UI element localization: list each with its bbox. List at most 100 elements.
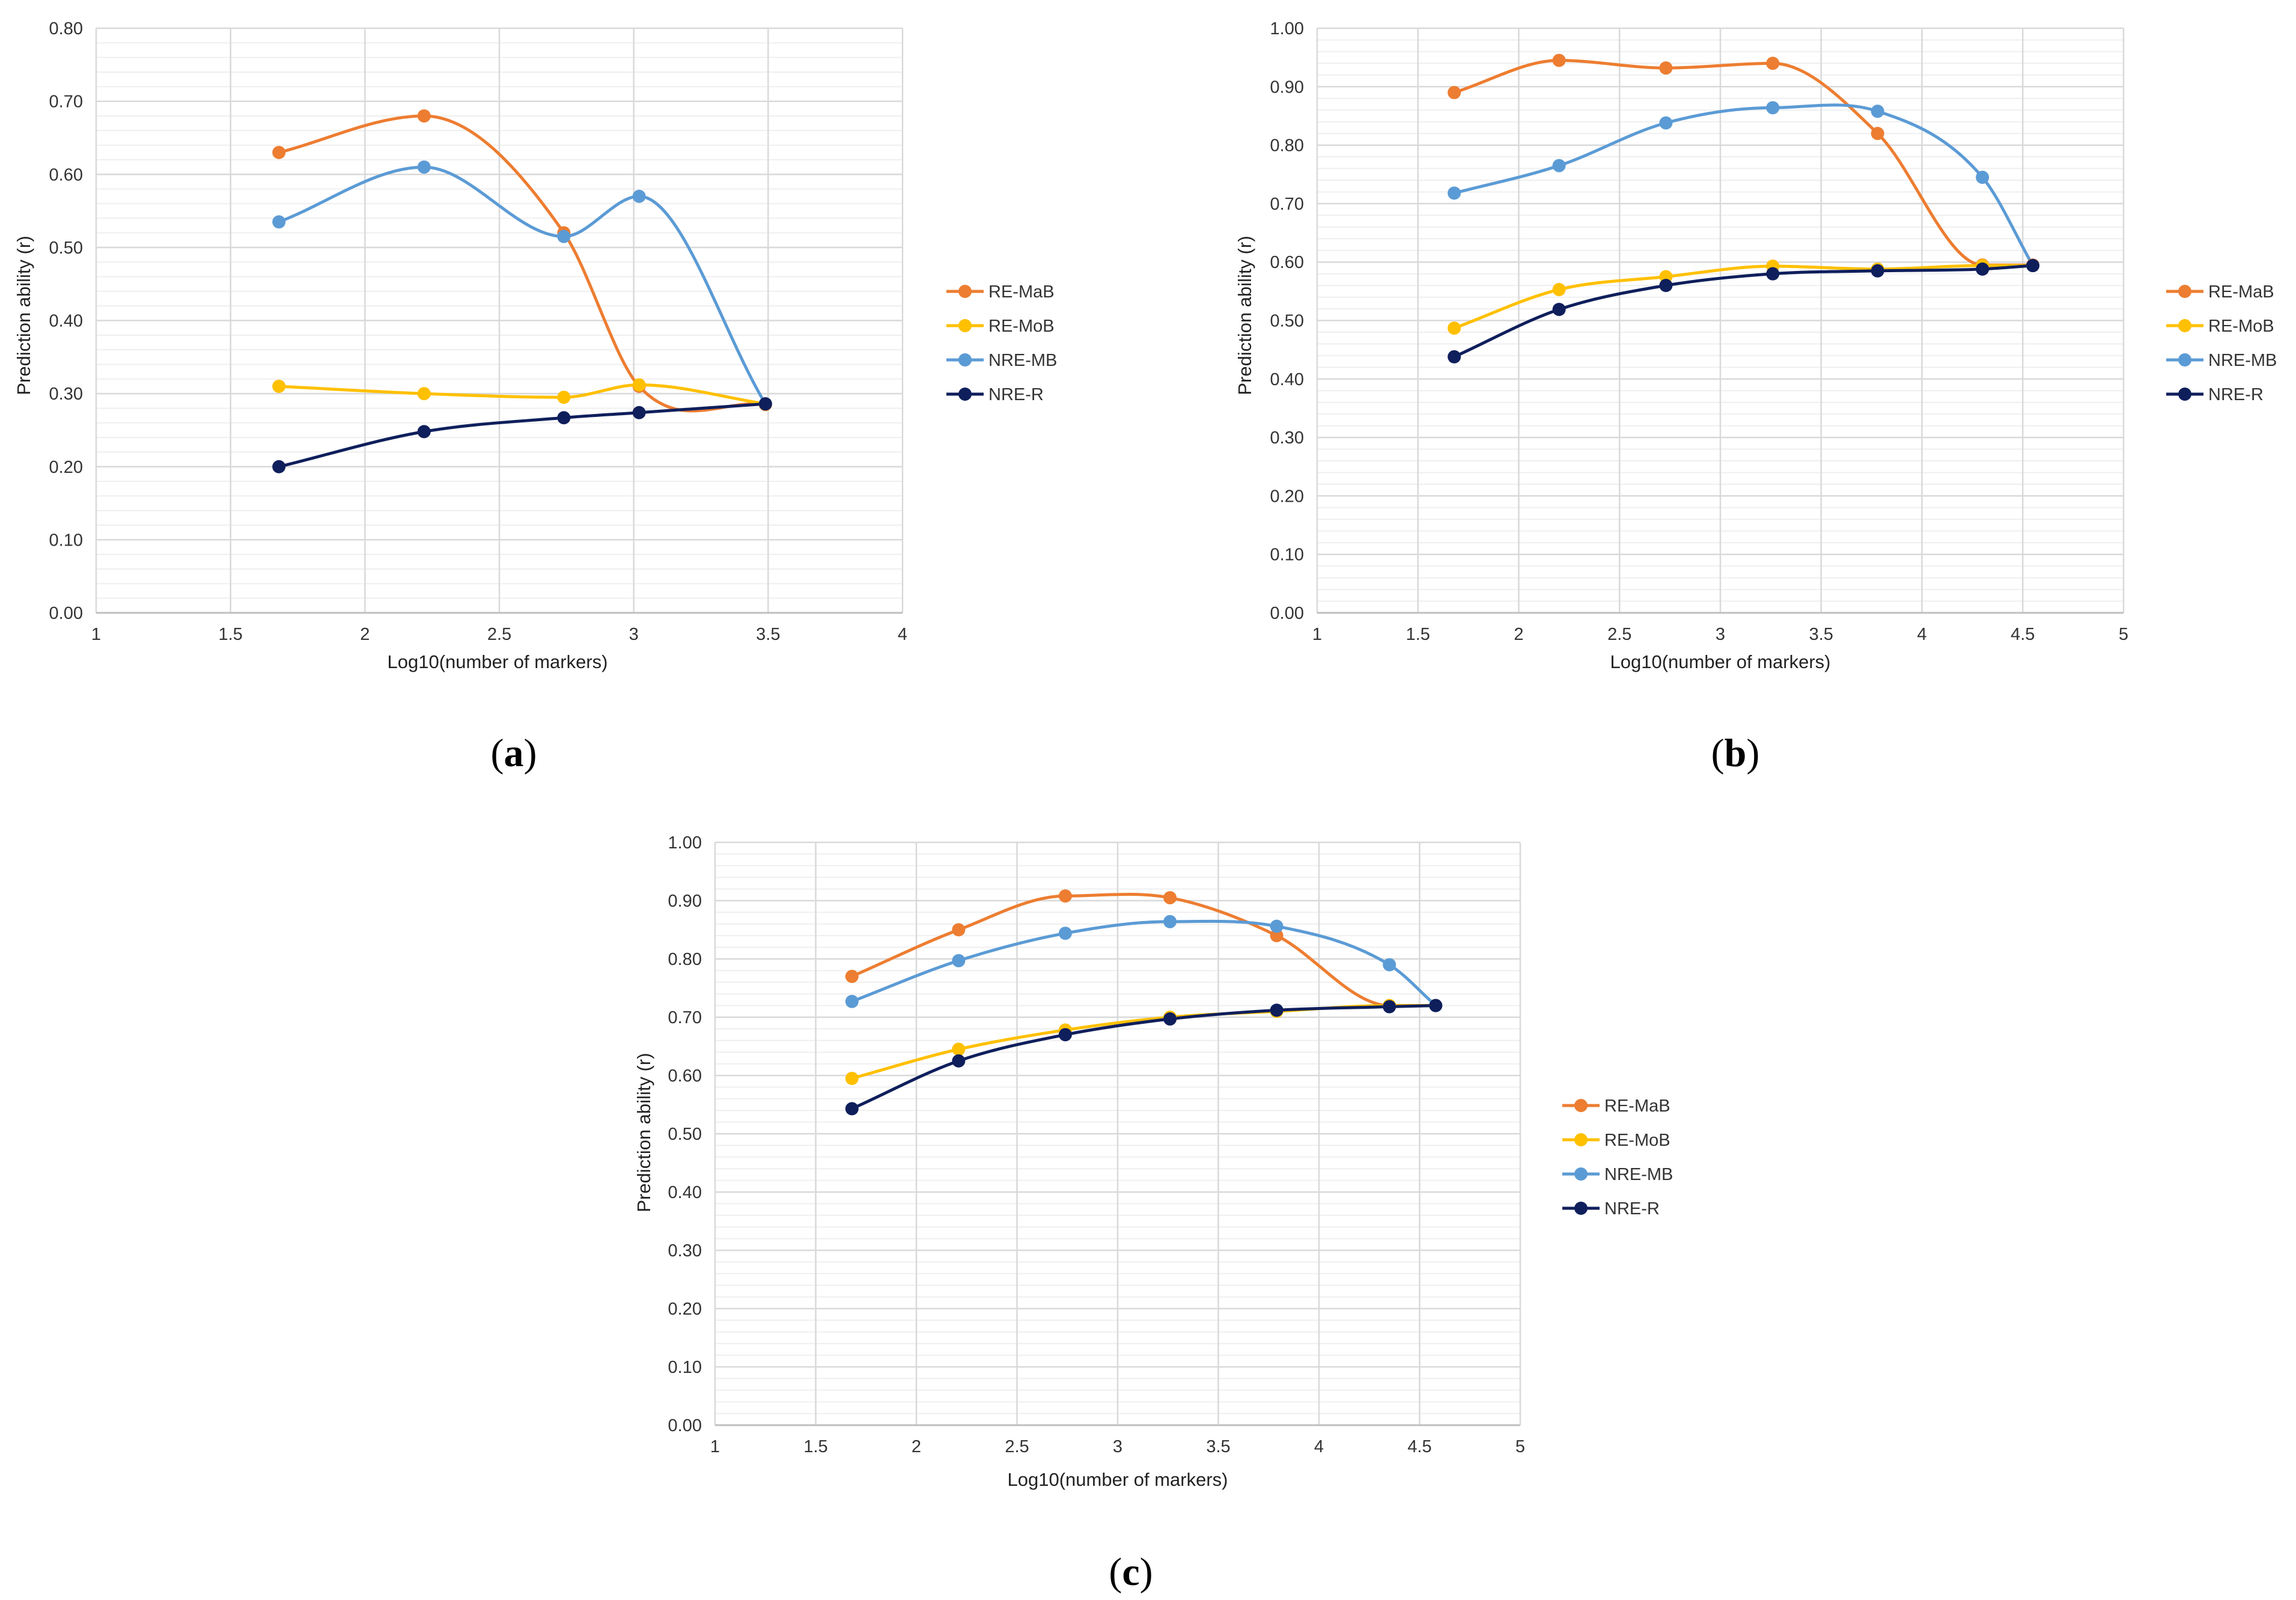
x-tick-label: 3 xyxy=(629,625,639,644)
series-line-nre-mb xyxy=(850,919,1437,1008)
data-point-nre-mb xyxy=(1383,958,1396,972)
y-ticks-c: 0.00 0.10 0.20 0.30 0.40 0.50 0.60 0.70 0.80 0.90… xyxy=(668,833,702,1435)
legend-item-nre-mb: NRE-MB xyxy=(1562,1165,1673,1184)
series-line-nre-mb xyxy=(277,165,767,406)
legend-item-re-mob: RE-MoB xyxy=(946,317,1055,336)
chart-panel-b: 1 1.5 2 2.5 3 3.5 4 4.5 5 0.000.100.200.300.400.… xyxy=(1234,19,2277,775)
data-point-nre-r xyxy=(1871,264,1884,278)
x-tick-label: 3 xyxy=(1113,1437,1122,1456)
grid-c xyxy=(714,841,1521,1426)
y-tick-label: 0.20 xyxy=(1270,487,1304,506)
data-point-nre-mb xyxy=(557,230,571,243)
legend-swatch-marker xyxy=(2178,285,2191,298)
data-point-nre-r xyxy=(1383,1000,1396,1014)
y-axis-label-b: Prediction ability (r) xyxy=(1234,236,1255,395)
x-tick-label: 3 xyxy=(1716,625,1725,644)
x-tick-label: 1.5 xyxy=(1406,625,1430,644)
y-tick-label: 0.50 xyxy=(668,1125,702,1144)
data-point-nre-r xyxy=(1552,303,1566,317)
y-tick-label: 0.10 xyxy=(1270,546,1304,565)
y-tick-label: 1.00 xyxy=(1270,19,1304,38)
x-tick-label: 2 xyxy=(1514,625,1523,644)
series-line-re-mob xyxy=(277,383,767,406)
y-tick-label: 0.20 xyxy=(49,458,83,477)
data-point-nre-r xyxy=(1659,279,1673,293)
x-axis-label-a: Log10(number of markers) xyxy=(388,651,608,672)
legend-swatch-marker xyxy=(1574,1167,1588,1181)
data-point-nre-r xyxy=(632,406,646,419)
legend-swatch-marker xyxy=(2178,388,2191,401)
data-point-re-mob xyxy=(845,1071,859,1085)
y-tick-label: 0.70 xyxy=(1270,195,1304,214)
series-line-nre-mb xyxy=(1452,103,2035,267)
x-tick-label: 3.5 xyxy=(1809,625,1833,644)
legend-label: RE-MoB xyxy=(988,317,1055,336)
data-point-nre-r xyxy=(758,397,772,411)
legend-item-re-mab: RE-MaB xyxy=(2166,282,2274,302)
data-point-nre-r xyxy=(952,1054,966,1068)
series-a xyxy=(272,109,772,473)
y-tick-label: 0.70 xyxy=(49,93,83,112)
y-tick-label: 0.60 xyxy=(668,1066,702,1086)
data-point-re-mob xyxy=(1552,282,1566,296)
y-tick-label: 0.50 xyxy=(1270,312,1304,331)
data-point-re-mab xyxy=(272,145,286,159)
y-tick-label: 0.80 xyxy=(1270,136,1304,156)
x-ticks-c: 1 1.5 2 2.5 3 3.5 4 4.5 5 xyxy=(710,1437,1525,1456)
y-tick-label: 0.30 xyxy=(49,385,83,404)
y-ticks-b: 0.00 0.10 0.20 0.30 0.40 0.50 0.60 0.70 0.80 0.90… xyxy=(1270,19,1304,623)
data-point-nre-r xyxy=(845,1102,859,1116)
legend-item-re-mob: RE-MoB xyxy=(1562,1131,1670,1150)
legend-c: RE-MaB RE-MoB NRE-MB NRE-R xyxy=(1562,1097,1673,1218)
legend-item-nre-r: NRE-R xyxy=(2166,385,2264,404)
x-ticks-b: 1 1.5 2 2.5 3 3.5 4 4.5 5 xyxy=(1312,625,2128,644)
data-point-nre-r xyxy=(557,411,571,425)
y-tick-label: 0.60 xyxy=(1270,253,1304,272)
x-axis-label-b: Log10(number of markers) xyxy=(1610,651,1831,672)
legend-swatch-marker xyxy=(958,388,972,401)
data-point-re-mab xyxy=(1163,891,1177,905)
series-line-re-mab xyxy=(850,892,1437,1008)
data-point-nre-mb xyxy=(1552,159,1566,172)
series-b xyxy=(1448,53,2040,363)
y-tick-label: 0.20 xyxy=(668,1300,702,1319)
legend-label: NRE-MB xyxy=(1604,1165,1673,1184)
y-tick-label: 1.00 xyxy=(668,833,702,853)
legend-swatch-marker xyxy=(958,285,972,298)
y-tick-label: 0.80 xyxy=(49,19,83,38)
data-point-nre-mb xyxy=(952,954,966,967)
legend-label: RE-MaB xyxy=(1604,1097,1670,1116)
x-tick-label: 2 xyxy=(360,625,370,644)
x-tick-label: 5 xyxy=(1515,1437,1525,1456)
data-point-re-mab xyxy=(417,109,431,123)
y-tick-label: 0.60 xyxy=(49,165,83,184)
x-tick-label: 2 xyxy=(912,1437,921,1456)
chart-panel-c: 1 1.5 2 2.5 3 3.5 4 4.5 5 0.000.100.200.300.400.… xyxy=(633,833,1673,1594)
legend-swatch-marker xyxy=(2178,353,2191,367)
x-tick-label: 2.5 xyxy=(1607,625,1631,644)
data-point-nre-mb xyxy=(1976,171,1990,184)
x-tick-label: 1 xyxy=(91,625,101,644)
legend-item-re-mab: RE-MaB xyxy=(946,282,1055,302)
y-axis-label-c: Prediction ability (r) xyxy=(633,1053,654,1212)
y-axis-label-a: Prediction ability (r) xyxy=(13,236,34,395)
legend-item-re-mab: RE-MaB xyxy=(1562,1097,1670,1116)
y-tick-label: 0.30 xyxy=(1270,428,1304,448)
y-tick-label: 0.10 xyxy=(668,1358,702,1377)
y-ticks-a: 0.00 0.10 0.20 0.30 0.40 0.50 0.60 0.70 0.80 xyxy=(49,19,83,623)
series-line-re-mab xyxy=(1452,59,2035,267)
y-tick-label: 0.00 xyxy=(49,604,83,623)
x-tick-label: 1.5 xyxy=(219,625,243,644)
legend-label: NRE-R xyxy=(988,385,1044,404)
legend-label: NRE-MB xyxy=(988,351,1057,370)
legend-swatch-marker xyxy=(1574,1202,1588,1215)
x-tick-label: 4.5 xyxy=(2011,625,2035,644)
x-tick-label: 1 xyxy=(1312,625,1322,644)
legend-label: RE-MaB xyxy=(988,282,1055,302)
y-tick-label: 0.00 xyxy=(1270,604,1304,623)
x-tick-label: 3.5 xyxy=(756,625,780,644)
x-tick-label: 2.5 xyxy=(487,625,511,644)
legend-item-nre-r: NRE-R xyxy=(1562,1199,1660,1218)
data-point-nre-r xyxy=(272,460,286,473)
